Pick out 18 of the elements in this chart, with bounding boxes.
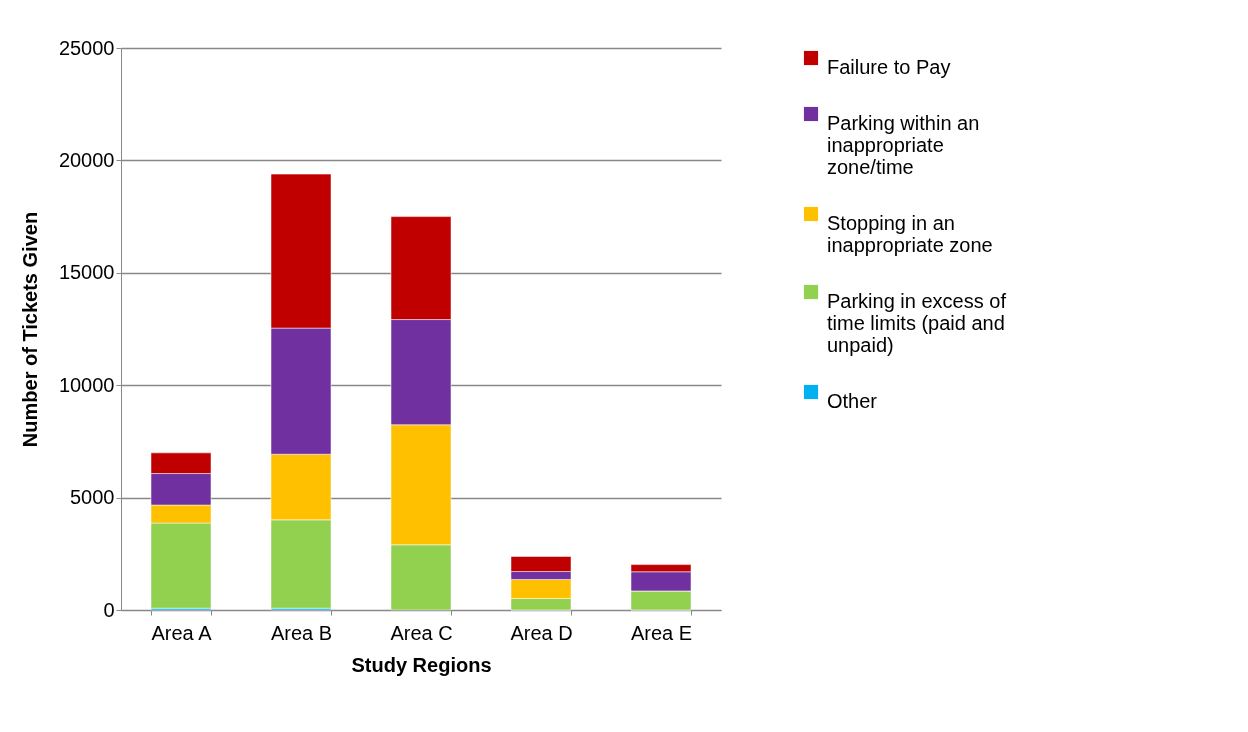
legend-label: Other: [827, 390, 878, 412]
y-tick-label: 15000: [58, 261, 115, 284]
legend-label: Parking within an inappropriate zone/time: [827, 112, 980, 178]
y-tick-label: 20000: [58, 148, 115, 171]
legend-label: Stopping in an inappropriate zone: [827, 212, 993, 256]
legend-label: Failure to Pay: [827, 56, 951, 78]
x-tick-label: Area E: [630, 621, 693, 644]
y-axis-title: Number of Tickets Given: [18, 211, 41, 448]
x-tick-label: Area A: [151, 621, 213, 644]
y-tick-label: 5000: [70, 486, 115, 509]
y-tick-label: 25000: [58, 36, 115, 59]
x-tick-label: Area B: [270, 621, 333, 644]
legend-label: Parking in excess of time limits (paid and unpaid): [827, 290, 1007, 356]
y-tick-label: 0: [103, 598, 115, 621]
y-tick-label: 10000: [58, 373, 115, 396]
x-tick-label: Area D: [510, 621, 573, 644]
x-tick-label: Area C: [390, 621, 453, 644]
x-axis-title: Study Regions: [351, 653, 492, 676]
